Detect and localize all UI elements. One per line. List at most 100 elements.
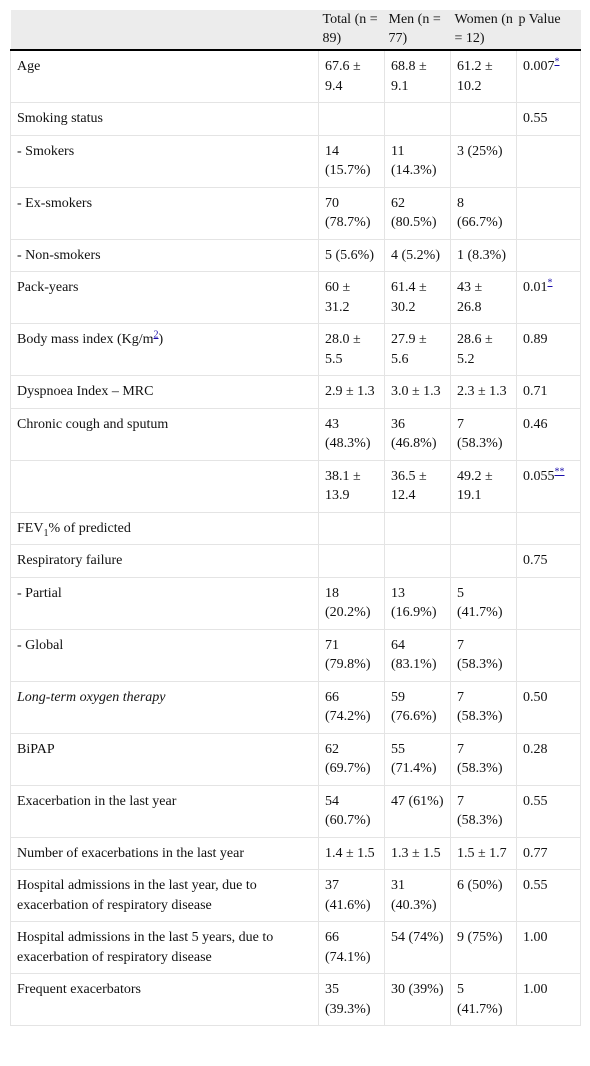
value-cell: 1.3 ± 1.5	[384, 836, 451, 870]
footnote-link[interactable]: *	[554, 56, 560, 68]
row-label-cell: - Partial	[10, 576, 319, 630]
row-label-cell: Hospital admissions in the last year, du…	[10, 869, 319, 922]
table-row: - Non-smokers 5 (5.6%) 4 (5.2%) 1 (8.3%)	[10, 238, 581, 272]
cell-text: 3.0 ± 1.3	[391, 384, 441, 399]
value-cell: 7 (58.3%)	[450, 628, 517, 682]
row-label: Chronic cough and sputum	[17, 416, 169, 432]
row-label: Body mass index (Kg/m	[17, 332, 154, 347]
label-superscript: 2	[153, 329, 159, 341]
cell-text: 7 (58.3%)	[457, 689, 503, 725]
p-value-cell: 1.00	[516, 973, 581, 1026]
cell-text: 27.9 ± 5.6	[391, 332, 427, 367]
row-label-cell: Body mass index (Kg/m2)	[10, 323, 319, 376]
row-label-cell: - Smokers	[10, 134, 319, 188]
value-cell: 54 (74%)	[384, 921, 451, 974]
p-value-cell: 0.46	[516, 407, 581, 461]
value-cell: 62 (69.7%)	[318, 732, 385, 786]
cell-text: 43 ± 26.8	[457, 280, 483, 315]
value-cell: 5 (41.7%)	[450, 973, 517, 1026]
value-cell	[318, 511, 385, 545]
table-row: Pack-years 60 ± 31.2 61.4 ± 30.2 43 ± 26.8 0…	[10, 271, 581, 324]
table-row: Hospital admissions in the last 5 years,…	[10, 921, 581, 974]
row-label-cell: Respiratory failure	[10, 544, 319, 578]
value-cell: 27.9 ± 5.6	[384, 323, 451, 376]
value-cell	[450, 102, 517, 136]
cell-text: 9 (75%)	[457, 930, 503, 945]
value-cell: 31 (40.3%)	[384, 869, 451, 922]
value-cell: 36 (46.8%)	[384, 407, 451, 461]
value-cell: 38.1 ± 13.9	[318, 459, 385, 513]
row-label: Hospital admissions in the last year, du…	[17, 878, 257, 913]
p-value: 0.007	[523, 59, 555, 74]
table-row: Long-term oxygen therapy 66 (74.2%) 59 (76…	[10, 680, 581, 734]
cell-text: 67.6 ± 9.4	[325, 59, 361, 94]
row-label-tail: )	[158, 332, 164, 347]
row-label: Frequent exacerbators	[17, 982, 141, 997]
cell-text: 7 (58.3%)	[457, 416, 503, 452]
cell-text: 7 (58.3%)	[457, 741, 503, 777]
row-label: - Global	[17, 637, 64, 653]
value-cell: 7 (58.3%)	[450, 680, 517, 734]
row-label: Pack-years	[17, 280, 79, 295]
p-value-cell: 0.50	[516, 680, 581, 734]
footnote-link[interactable]: *	[547, 277, 553, 289]
cell-text: 2.9 ± 1.3	[325, 384, 375, 399]
table-row: - Partial 18 (20.2%) 13 (16.9%) 5 (41.7%)	[10, 576, 581, 630]
p-value-cell	[516, 238, 581, 272]
value-cell	[384, 511, 451, 545]
header-cell: Women (n = 12)	[451, 10, 517, 50]
cell-text: 1.4 ± 1.5	[325, 845, 375, 861]
p-value-cell: 0.55	[516, 869, 581, 922]
row-label: BiPAP	[17, 741, 55, 757]
header-text: Women (n = 12)	[454, 12, 513, 46]
table-row: - Global 71 (79.8%) 64 (83.1%) 7 (58.3%)	[10, 628, 581, 682]
cell-text: 5 (5.6%)	[325, 247, 374, 263]
footnote-link[interactable]: **	[554, 465, 565, 477]
p-value: 0.55	[523, 793, 548, 809]
table-row: BiPAP 62 (69.7%) 55 (71.4%) 7 (58.3%) 0.28	[10, 732, 581, 786]
value-cell	[384, 544, 451, 578]
value-cell	[384, 102, 451, 136]
cell-text: 68.8 ± 9.1	[391, 59, 427, 94]
value-cell: 35 (39.3%)	[318, 973, 385, 1026]
value-cell: 68.8 ± 9.1	[384, 49, 451, 103]
cell-text: 6 (50%)	[457, 878, 503, 893]
p-value: 0.50	[523, 689, 548, 705]
data-table: Total (n = 89) Men (n = 77) Women (n = 12)…	[10, 10, 581, 1026]
cell-text: 49.2 ± 19.1	[457, 468, 493, 504]
cell-text: 47 (61%)	[391, 793, 444, 809]
row-label-cell: Hospital admissions in the last 5 years,…	[10, 921, 319, 974]
value-cell	[450, 544, 517, 578]
header-text: p Value	[518, 12, 561, 27]
cell-text: 64 (83.1%)	[391, 637, 437, 673]
value-cell: 55 (71.4%)	[384, 732, 451, 786]
p-value: 0.055	[523, 468, 555, 484]
header-cell: Total (n = 89)	[319, 10, 385, 50]
p-value-cell: 0.28	[516, 732, 581, 786]
cell-text: 71 (79.8%)	[325, 637, 371, 673]
p-value: 0.77	[523, 845, 548, 861]
header-row: Total (n = 89) Men (n = 77) Women (n = 12)…	[10, 10, 581, 50]
value-cell: 1 (8.3%)	[450, 238, 517, 272]
value-cell: 54 (60.7%)	[318, 784, 385, 838]
row-label: Age	[17, 59, 41, 74]
cell-text: 2.3 ± 1.3	[457, 384, 507, 399]
cell-text: 4 (5.2%)	[391, 247, 440, 263]
cell-text: 61.2 ± 10.2	[457, 59, 493, 94]
table-row: Smoking status 0.55	[10, 102, 581, 136]
row-label-cell: Age	[10, 49, 319, 103]
row-label-cell: - Ex-smokers	[10, 186, 319, 240]
row-label: Exacerbation in the last year	[17, 793, 177, 809]
table-body: Age 67.6 ± 9.4 68.8 ± 9.1 61.2 ± 10.2 0.007*…	[10, 49, 581, 1026]
table-row: Chronic cough and sputum 43 (48.3%) 36 (46…	[10, 407, 581, 461]
value-cell: 37 (41.6%)	[318, 869, 385, 922]
table-row: FEV1% of predicted	[10, 511, 581, 545]
value-cell: 5 (5.6%)	[318, 238, 385, 272]
row-label: Long-term oxygen therapy	[17, 689, 166, 705]
cell-text: 7 (58.3%)	[457, 637, 503, 673]
value-cell: 7 (58.3%)	[450, 784, 517, 838]
value-cell: 47 (61%)	[384, 784, 451, 838]
value-cell: 1.5 ± 1.7	[450, 836, 517, 870]
row-label: - Non-smokers	[17, 247, 101, 263]
value-cell: 59 (76.6%)	[384, 680, 451, 734]
